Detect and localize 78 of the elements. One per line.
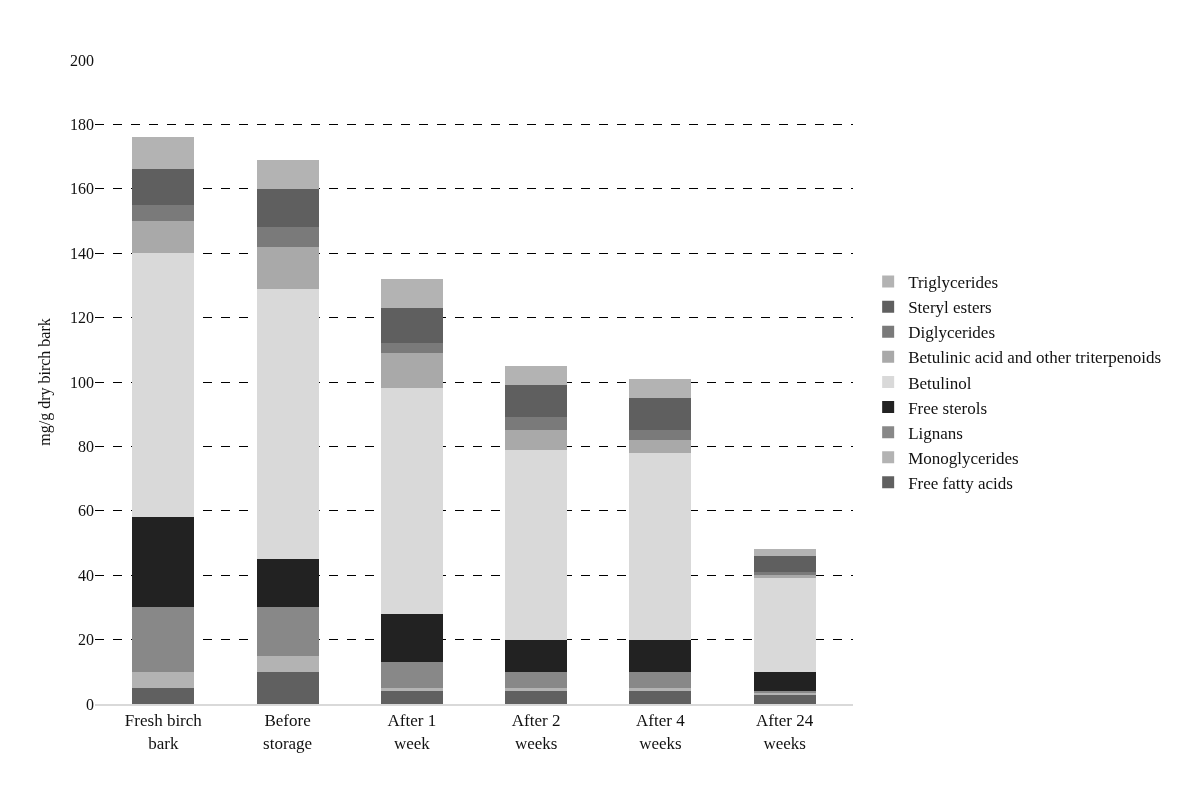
bar bbox=[505, 671, 568, 688]
bar bbox=[256, 671, 319, 704]
y-tick-label: 160 bbox=[70, 180, 94, 198]
bar bbox=[380, 613, 443, 663]
bar bbox=[753, 555, 816, 572]
y-tick-label: 120 bbox=[70, 309, 94, 327]
x-tick-label: Fresh birch bark bbox=[124, 711, 203, 753]
legend-label: Steryl esters bbox=[908, 298, 992, 318]
bar bbox=[629, 398, 692, 431]
x-tick-label: After 4 weeks bbox=[636, 711, 686, 753]
legend-label: Free sterols bbox=[908, 398, 987, 418]
bar bbox=[380, 662, 443, 688]
bar bbox=[256, 655, 319, 672]
bar bbox=[132, 517, 195, 608]
y-tick-label: 20 bbox=[78, 631, 94, 649]
bar bbox=[132, 169, 195, 205]
x-tick-label: After 1 week bbox=[387, 711, 437, 753]
legend-label: Lignans bbox=[908, 423, 963, 443]
y-tick-label: 80 bbox=[78, 438, 94, 455]
bar bbox=[505, 365, 568, 386]
y-tick-label: 180 bbox=[70, 116, 94, 133]
bar bbox=[256, 288, 319, 560]
bar bbox=[132, 221, 195, 254]
y-tick-label: 200 bbox=[70, 51, 94, 69]
bar bbox=[132, 253, 195, 518]
bar bbox=[629, 691, 692, 704]
bar bbox=[380, 307, 443, 344]
bar bbox=[256, 159, 319, 189]
y-tick-label: 140 bbox=[70, 244, 94, 262]
legend-label: Diglycerides bbox=[908, 323, 996, 343]
bar bbox=[505, 449, 568, 640]
bar bbox=[380, 691, 443, 704]
bar bbox=[629, 687, 692, 692]
bar bbox=[629, 378, 692, 399]
y-tick-label: 100 bbox=[70, 373, 94, 391]
bar bbox=[753, 549, 816, 556]
bar bbox=[629, 430, 692, 440]
bar bbox=[753, 578, 816, 672]
bar bbox=[380, 353, 443, 389]
x-tick-label: Before storage bbox=[263, 711, 313, 753]
bar bbox=[380, 278, 443, 308]
legend-label: Betulinic acid and other triterpenoids bbox=[908, 348, 1162, 368]
bar bbox=[132, 671, 195, 688]
bar bbox=[629, 671, 692, 688]
bar bbox=[256, 559, 319, 608]
x-tick-label: After 24 weeks bbox=[756, 711, 814, 753]
bar bbox=[380, 388, 443, 614]
bar bbox=[629, 439, 692, 453]
bar bbox=[753, 571, 816, 576]
bar bbox=[753, 694, 816, 704]
bar bbox=[132, 137, 195, 170]
bar bbox=[629, 452, 692, 640]
bar bbox=[256, 188, 319, 228]
y-tick-label: 60 bbox=[78, 502, 94, 520]
bar bbox=[505, 687, 568, 692]
bar bbox=[256, 227, 319, 247]
bar bbox=[380, 687, 443, 692]
bar bbox=[505, 430, 568, 450]
bar bbox=[505, 417, 568, 431]
legend-label: Triglycerides bbox=[908, 273, 999, 293]
bar bbox=[505, 691, 568, 704]
y-tick-label: 40 bbox=[78, 566, 94, 584]
bar bbox=[132, 607, 195, 672]
bar bbox=[505, 385, 568, 418]
bar bbox=[380, 343, 443, 354]
bar bbox=[629, 639, 692, 672]
bar bbox=[256, 246, 319, 289]
y-axis-title: mg/g dry birch bark bbox=[35, 318, 54, 446]
legend-label: Monoglycerides bbox=[908, 448, 1019, 468]
bar bbox=[132, 687, 195, 704]
bar bbox=[753, 671, 816, 692]
bar bbox=[132, 204, 195, 221]
legend-label: Free fatty acids bbox=[908, 473, 1013, 493]
x-tick-label: After 2 weeks bbox=[511, 711, 561, 753]
y-tick-label: 0 bbox=[86, 695, 94, 713]
bar bbox=[256, 607, 319, 656]
legend-label: Betulinol bbox=[908, 373, 972, 393]
bar bbox=[505, 639, 568, 672]
